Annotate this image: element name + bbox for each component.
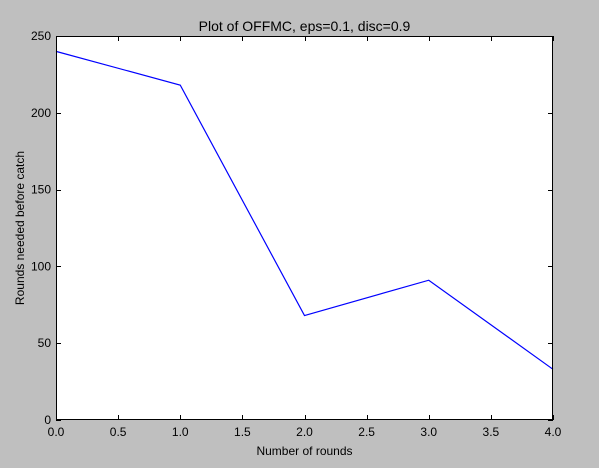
series-line-0 (55, 50, 554, 370)
x-tick-label: 2.5 (358, 425, 375, 439)
x-tick-label: 0.5 (110, 425, 127, 439)
series-layer (55, 50, 554, 370)
y-tick-label: 200 (31, 106, 51, 120)
x-tick-label: 1.0 (172, 425, 189, 439)
x-tick-label: 4.0 (545, 425, 562, 439)
axes-frame (56, 36, 553, 420)
y-tick-label: 250 (31, 29, 51, 43)
x-tick-label: 1.5 (234, 425, 251, 439)
x-axis-label: Number of rounds (256, 444, 352, 458)
y-tick-label: 50 (38, 336, 52, 350)
y-tick-label: 0 (44, 413, 51, 427)
plot-area (56, 36, 553, 420)
x-tick-label: 3.5 (483, 425, 500, 439)
y-tick-label: 150 (31, 183, 51, 197)
x-tick-label: 3.0 (420, 425, 437, 439)
y-axis-label: Rounds needed before catch (13, 151, 27, 305)
chart-title: Plot of OFFMC, eps=0.1, disc=0.9 (199, 18, 411, 34)
x-tick-label: 2.0 (296, 425, 313, 439)
ticks-layer: 0.0 0.5 1.0 1.5 2.0 2.5 3.0 3.5 4.0 0 50 100 150 200 2… (31, 29, 562, 439)
y-tick-label: 100 (31, 259, 51, 273)
x-tick-label: 0.0 (48, 425, 65, 439)
